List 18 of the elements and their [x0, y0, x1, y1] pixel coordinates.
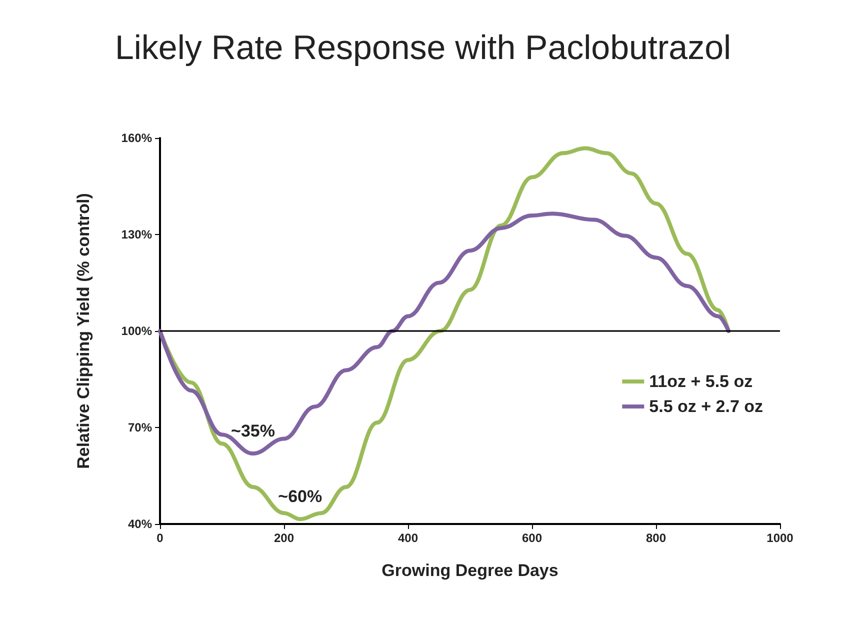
- y-tick-label: 70%: [128, 420, 152, 434]
- x-tick-label: 400: [398, 531, 418, 545]
- legend-label: 5.5 oz + 2.7 oz: [649, 397, 764, 416]
- y-axis-title: Relative Clipping Yield (% control): [74, 193, 93, 469]
- x-tick-label: 600: [522, 531, 542, 545]
- annotation: ~35%: [231, 422, 275, 441]
- y-tick-label: 130%: [121, 228, 152, 242]
- legend-label: 11oz + 5.5 oz: [649, 372, 753, 391]
- chart-title: Likely Rate Response with Paclobutrazol: [114, 29, 732, 67]
- x-axis-title: Growing Degree Days: [382, 561, 558, 580]
- annotation: ~60%: [278, 487, 322, 506]
- x-tick-label: 200: [274, 531, 294, 545]
- y-tick-label: 100%: [121, 324, 152, 338]
- x-tick-label: 800: [646, 531, 666, 545]
- y-tick-label: 160%: [121, 131, 152, 145]
- x-tick-label: 0: [156, 531, 164, 545]
- y-tick-label: 40%: [128, 517, 152, 531]
- x-tick-label: 1000: [766, 531, 794, 545]
